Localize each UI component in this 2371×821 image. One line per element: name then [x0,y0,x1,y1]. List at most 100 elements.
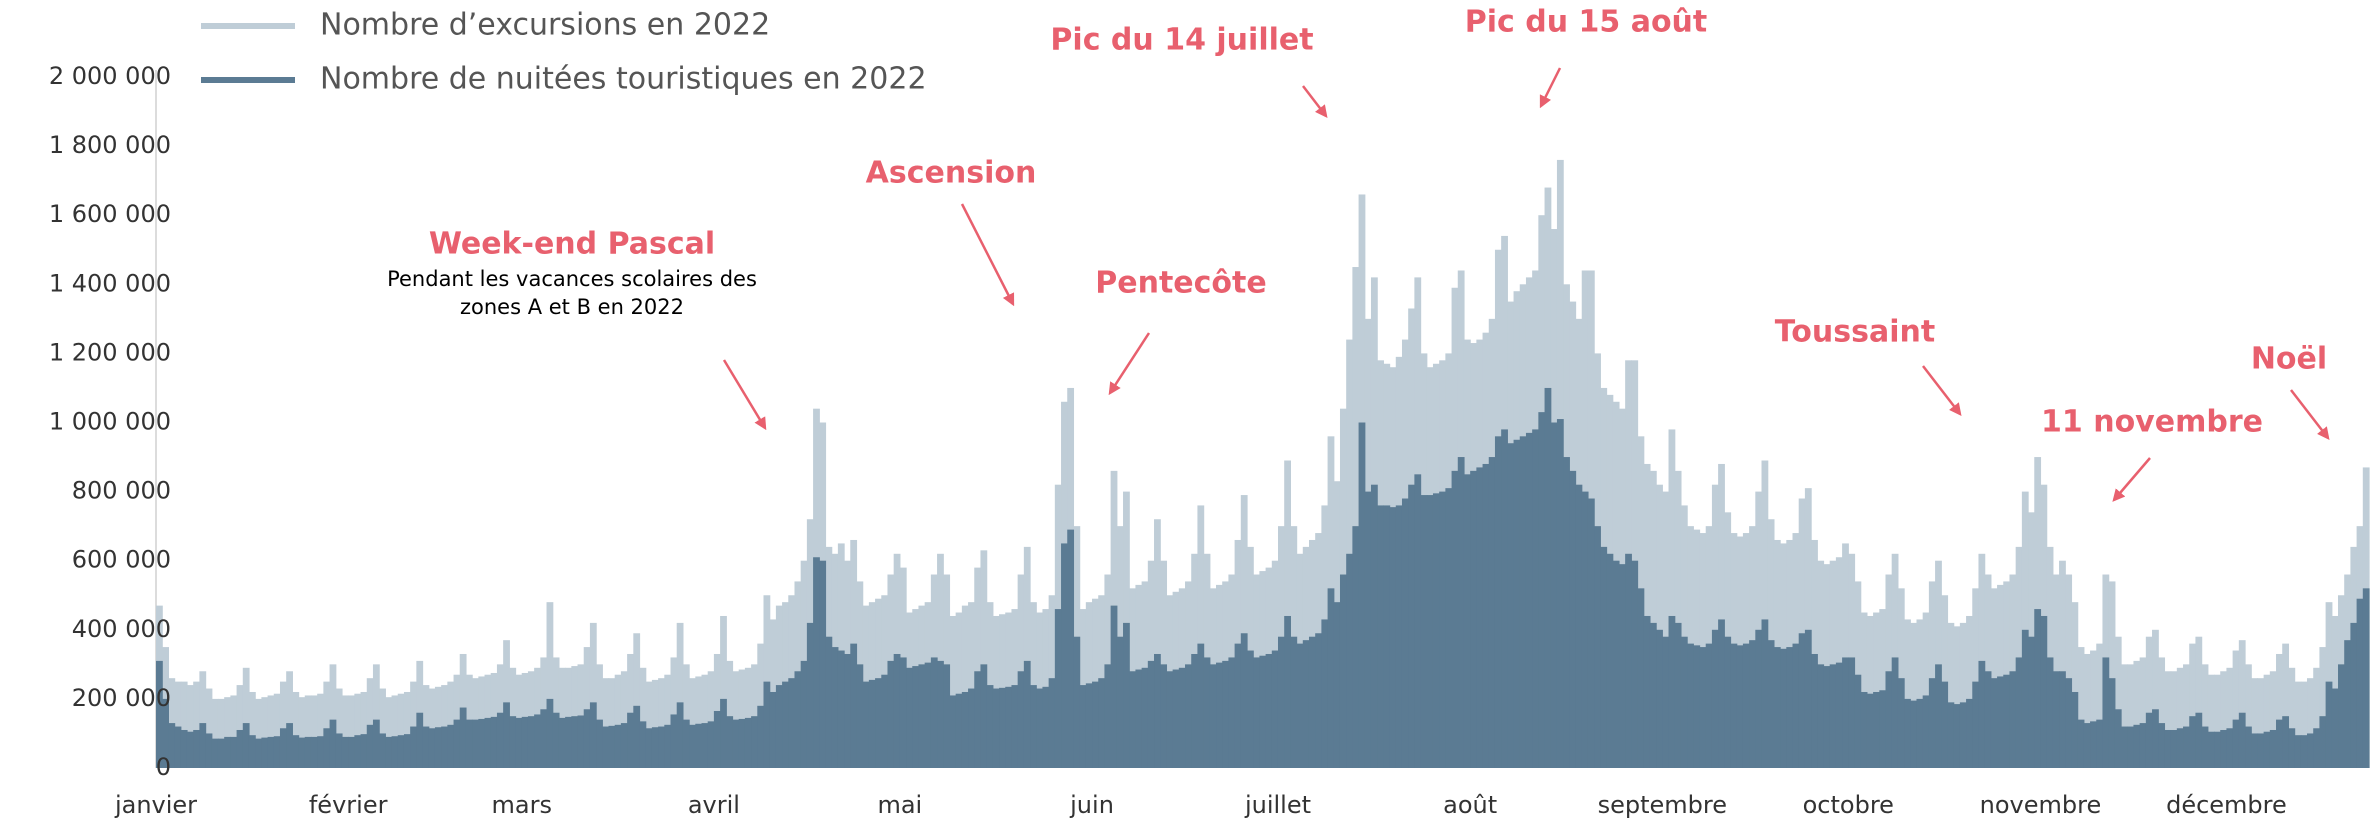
area-step [366,724,374,768]
area-step [509,716,517,768]
area-step [1426,495,1434,768]
area-step [2331,688,2339,768]
area-step [2021,629,2029,768]
area-step [217,738,225,768]
area-step [844,653,851,768]
area-step [366,678,374,768]
area-step [1550,422,1558,768]
area-step [577,715,585,768]
area-step [310,695,318,768]
area-step [1271,650,1279,768]
area-step [1420,495,1428,768]
area-step [2108,678,2116,768]
area-step [620,671,628,768]
area-step [676,622,684,768]
area-step [1643,615,1651,768]
area-step [2257,733,2265,768]
area-step [1885,671,1893,768]
area-step [236,685,244,768]
area-step [1085,683,1093,768]
area-step [255,698,262,768]
area-step [1966,615,1973,768]
annotation-arrow [2290,389,2330,440]
x-tick-label: décembre [2166,791,2287,819]
area-step [1123,622,1130,768]
area-step [980,664,988,768]
y-tick-label: 0 [156,753,171,781]
area-step [2096,719,2104,768]
area-step [639,721,647,768]
area-step [1668,429,1676,768]
area-step [310,736,318,768]
area-step [1364,491,1372,768]
area-step [416,712,424,768]
area-step [1154,519,1161,768]
area-step [1073,636,1081,768]
area-step [2102,657,2110,768]
area-step [899,657,907,768]
annotation: Week-end Pascal [429,227,715,262]
area-step [205,688,213,768]
area-step [2282,716,2290,768]
area-step [906,667,913,768]
area-step [341,695,349,768]
area-step [2176,667,2184,768]
area-step [1054,609,1062,768]
area-step [1470,470,1477,768]
area-step [242,667,250,768]
area-step [385,736,393,768]
area-step [1234,643,1242,768]
area-step [2362,588,2370,768]
area-step [614,674,622,768]
area-step [527,716,535,768]
area-step [2294,735,2302,768]
area-step [459,707,467,768]
area-step [2083,723,2091,768]
area-step [1600,546,1608,768]
area-step [961,605,969,768]
area-step [1030,602,1037,768]
area-step [441,726,448,768]
area-step [589,702,597,768]
area-step [2257,678,2265,768]
area-step [1761,460,1769,768]
area-step [1687,643,1694,768]
area-step [1389,507,1397,768]
area-step [2065,678,2073,768]
area-step [868,679,876,768]
area-step [2152,709,2159,768]
area-step [286,723,293,768]
area-step [1947,702,1955,768]
area-step [850,643,858,768]
area-step [837,650,845,768]
area-step [521,716,529,768]
area-step [2114,636,2122,768]
area-step [2040,615,2048,768]
area-step [379,688,386,768]
area-step [217,698,225,768]
area-step [391,695,399,768]
area-step [391,736,399,768]
area-step [1873,612,1880,768]
area-step [937,660,944,768]
area-step [1110,605,1118,768]
area-step [2356,598,2364,768]
area-step [261,697,269,768]
area-step [1842,543,1849,768]
area-step [751,716,758,768]
area-step [620,723,628,768]
area-step [924,662,932,768]
area-step [472,719,479,768]
annotation-arrow [722,359,767,431]
area-step [1625,553,1632,768]
area-step [1891,657,1899,768]
x-tick-label: mars [491,791,551,819]
area-step [1327,588,1335,768]
area-step [583,709,591,768]
area-step [1935,664,1942,768]
area-step [1333,602,1341,768]
area-step [664,724,672,768]
area-step [2344,640,2352,768]
area-step [775,685,783,768]
area-step [292,691,300,768]
